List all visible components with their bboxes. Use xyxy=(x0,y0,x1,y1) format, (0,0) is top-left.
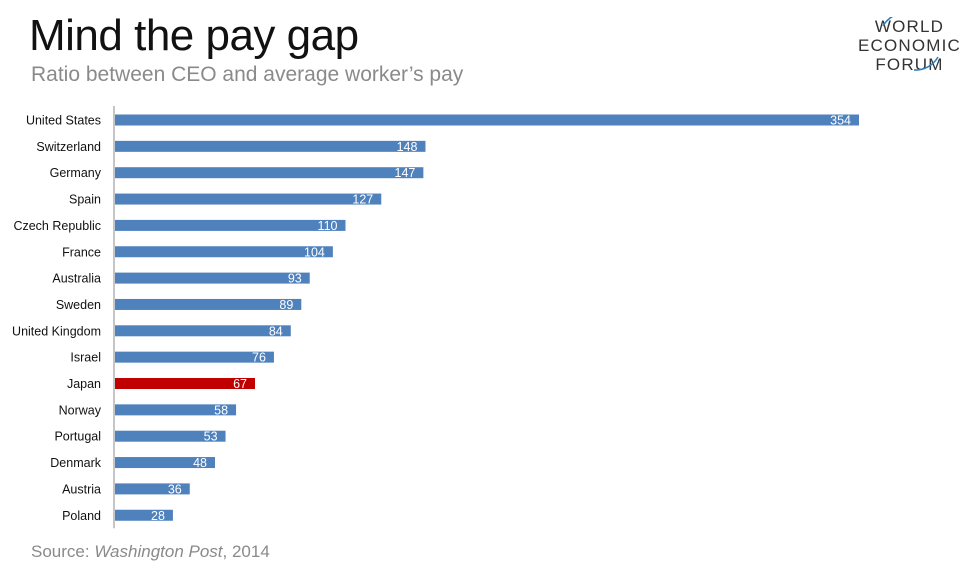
bar-united-kingdom xyxy=(115,325,291,337)
category-label-norway: Norway xyxy=(59,403,102,417)
value-label-austria: 36 xyxy=(168,482,182,496)
value-label-israel: 76 xyxy=(252,351,266,365)
source-prefix: Source: xyxy=(31,542,95,561)
bar-germany xyxy=(115,167,424,179)
logo-text-forum: FORUM xyxy=(875,55,944,74)
source-year: , 2014 xyxy=(222,542,270,561)
value-label-poland: 28 xyxy=(151,509,165,523)
category-label-japan: Japan xyxy=(67,377,101,391)
category-label-poland: Poland xyxy=(62,509,101,523)
bar-france xyxy=(115,246,333,258)
value-label-czech-republic: 110 xyxy=(318,219,338,233)
category-label-united-states: United States xyxy=(26,114,101,128)
category-label-austria: Austria xyxy=(62,482,101,496)
category-label-portugal: Portugal xyxy=(54,430,101,444)
category-label-france: France xyxy=(62,245,101,259)
value-label-spain: 127 xyxy=(352,193,373,207)
bar-united-states xyxy=(115,114,859,126)
category-label-czech-republic: Czech Republic xyxy=(13,219,101,233)
value-label-germany: 147 xyxy=(395,166,416,180)
bar-israel xyxy=(115,351,274,363)
bar-czech-republic xyxy=(115,219,346,231)
bar-japan xyxy=(115,378,256,389)
bar-switzerland xyxy=(115,140,426,152)
value-label-sweden: 89 xyxy=(279,298,293,312)
value-label-portugal: 53 xyxy=(204,430,218,444)
bar-norway xyxy=(115,404,237,416)
value-label-switzerland: 148 xyxy=(397,140,418,154)
category-label-denmark: Denmark xyxy=(50,456,101,470)
logo-text-world: WORLD xyxy=(874,17,945,36)
category-label-australia: Australia xyxy=(52,272,101,286)
value-label-france: 104 xyxy=(304,245,325,259)
value-label-japan: 67 xyxy=(233,377,247,391)
category-label-united-kingdom: United Kingdom xyxy=(12,324,101,338)
category-label-switzerland: Switzerland xyxy=(36,140,101,154)
bar-chart: United States 354 Switzerland 148 Germany 147… xyxy=(12,106,859,529)
source-publication: Washington Post xyxy=(94,542,223,561)
bar-sweden xyxy=(115,298,302,310)
bar-portugal xyxy=(115,430,226,442)
bar-spain xyxy=(115,193,382,205)
chart-subtitle: Ratio between CEO and average worker’s p… xyxy=(31,63,464,86)
bar-australia xyxy=(115,272,310,284)
value-label-united-kingdom: 84 xyxy=(269,324,283,338)
bar-poland xyxy=(115,509,173,521)
bar-denmark xyxy=(115,457,216,469)
category-label-germany: Germany xyxy=(50,166,102,180)
chart-title: Mind the pay gap xyxy=(29,11,359,60)
logo-arc-icon xyxy=(882,17,939,71)
value-label-australia: 93 xyxy=(288,272,302,286)
value-label-norway: 58 xyxy=(214,403,228,417)
value-label-united-states: 354 xyxy=(830,114,851,128)
category-label-spain: Spain xyxy=(69,193,101,207)
logo-text-economic: ECONOMIC xyxy=(857,36,962,55)
category-label-israel: Israel xyxy=(70,351,101,365)
value-label-denmark: 48 xyxy=(193,456,207,470)
bar-austria xyxy=(115,483,190,495)
category-label-sweden: Sweden xyxy=(56,298,101,312)
source-note: Source: Washington Post, 2014 xyxy=(31,541,270,563)
world-economic-forum-logo: WORLD ECONOMIC FORUM xyxy=(852,17,967,77)
